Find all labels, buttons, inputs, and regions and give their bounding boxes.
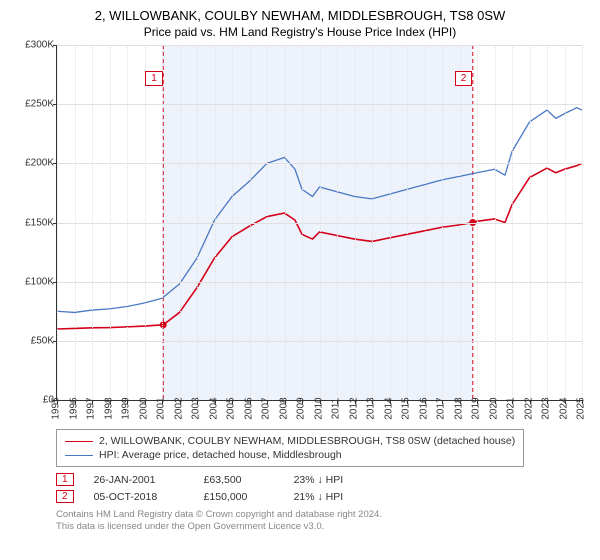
- gridline-v: [232, 45, 233, 400]
- gridline-v: [512, 45, 513, 400]
- x-tick-label: 2008: [278, 397, 289, 419]
- gridline-v: [425, 45, 426, 400]
- x-tick-label: 2005: [226, 397, 237, 419]
- gridline-v: [127, 45, 128, 400]
- y-tick-label: £50K: [31, 335, 54, 346]
- x-tick-label: 2000: [138, 397, 149, 419]
- legend-row-price-paid: 2, WILLOWBANK, COULBY NEWHAM, MIDDLESBRO…: [65, 434, 515, 448]
- gridline-v: [337, 45, 338, 400]
- x-tick-label: 2013: [366, 397, 377, 419]
- chart-subtitle: Price paid vs. HM Land Registry's House …: [12, 25, 588, 39]
- x-tick-label: 1996: [68, 397, 79, 419]
- gridline-v: [565, 45, 566, 400]
- x-tick-label: 2010: [313, 397, 324, 419]
- x-tick-label: 2006: [243, 397, 254, 419]
- event-price: £150,000: [204, 491, 274, 503]
- gridline-v: [460, 45, 461, 400]
- x-tick-label: 2020: [488, 397, 499, 419]
- x-tick-label: 2017: [436, 397, 447, 419]
- chart-title-address: 2, WILLOWBANK, COULBY NEWHAM, MIDDLESBRO…: [12, 8, 588, 23]
- x-tick-label: 2002: [173, 397, 184, 419]
- x-tick-label: 2016: [418, 397, 429, 419]
- x-tick-label: 1999: [121, 397, 132, 419]
- y-tick-label: £150K: [25, 217, 54, 228]
- gridline-v: [495, 45, 496, 400]
- gridline-v: [547, 45, 548, 400]
- gridline-v: [145, 45, 146, 400]
- plot-inner: 12: [56, 45, 582, 401]
- event-row: 2 05-OCT-2018 £150,000 21% ↓ HPI: [56, 488, 588, 505]
- legend-swatch: [65, 441, 93, 442]
- sale-dot: [160, 321, 167, 328]
- x-tick-label: 2003: [191, 397, 202, 419]
- gridline-v: [267, 45, 268, 400]
- y-tick-label: £200K: [25, 158, 54, 169]
- event-price: £63,500: [204, 474, 274, 486]
- y-tick-label: £250K: [25, 99, 54, 110]
- x-tick-label: 2009: [296, 397, 307, 419]
- legend-label: HPI: Average price, detached house, Midd…: [99, 449, 342, 461]
- gridline-v: [407, 45, 408, 400]
- sales-event-table: 1 26-JAN-2001 £63,500 23% ↓ HPI 2 05-OCT-2018…: [56, 471, 588, 505]
- event-delta: 23% ↓ HPI: [294, 474, 374, 486]
- event-row: 1 26-JAN-2001 £63,500 23% ↓ HPI: [56, 471, 588, 488]
- plot-area: 12 £0£50K£100K£150K£200K£250K£300K199519…: [12, 45, 588, 423]
- x-tick-label: 2004: [208, 397, 219, 419]
- footnote-line1: Contains HM Land Registry data © Crown c…: [56, 509, 588, 521]
- legend-row-hpi: HPI: Average price, detached house, Midd…: [65, 448, 515, 462]
- event-date: 05-OCT-2018: [94, 491, 184, 503]
- x-tick-label: 2022: [523, 397, 534, 419]
- x-tick-label: 2023: [541, 397, 552, 419]
- title-block: 2, WILLOWBANK, COULBY NEWHAM, MIDDLESBRO…: [12, 8, 588, 39]
- x-tick-label: 1997: [86, 397, 97, 419]
- gridline-v: [57, 45, 58, 400]
- x-tick-label: 2012: [348, 397, 359, 419]
- event-id-box: 2: [56, 490, 74, 503]
- x-tick-label: 2021: [506, 397, 517, 419]
- event-marker-label: 2: [455, 71, 473, 86]
- x-tick-label: 2018: [453, 397, 464, 419]
- event-id-box: 1: [56, 473, 74, 486]
- event-marker-label: 1: [145, 71, 163, 86]
- legend-swatch: [65, 455, 93, 456]
- x-tick-label: 2011: [331, 398, 342, 420]
- x-tick-label: 1998: [103, 397, 114, 419]
- x-tick-label: 2025: [576, 397, 587, 419]
- gridline-v: [372, 45, 373, 400]
- gridline-v: [355, 45, 356, 400]
- gridline-v: [302, 45, 303, 400]
- legend-box: 2, WILLOWBANK, COULBY NEWHAM, MIDDLESBRO…: [56, 429, 524, 467]
- gridline-v: [215, 45, 216, 400]
- event-delta: 21% ↓ HPI: [294, 491, 374, 503]
- gridline-v: [285, 45, 286, 400]
- footnote: Contains HM Land Registry data © Crown c…: [56, 509, 588, 534]
- x-tick-label: 2014: [383, 397, 394, 419]
- x-tick-label: 2019: [471, 397, 482, 419]
- gridline-v: [250, 45, 251, 400]
- gridline-v: [477, 45, 478, 400]
- gridline-v: [582, 45, 583, 400]
- gridline-v: [442, 45, 443, 400]
- legend-label: 2, WILLOWBANK, COULBY NEWHAM, MIDDLESBRO…: [99, 435, 515, 447]
- event-date: 26-JAN-2001: [94, 474, 184, 486]
- chart-container: 2, WILLOWBANK, COULBY NEWHAM, MIDDLESBRO…: [0, 0, 600, 560]
- y-tick-label: £300K: [25, 40, 54, 51]
- gridline-v: [75, 45, 76, 400]
- x-tick-label: 2007: [261, 397, 272, 419]
- x-tick-label: 2001: [156, 397, 167, 419]
- x-tick-label: 2024: [558, 397, 569, 419]
- x-tick-label: 1995: [51, 397, 62, 419]
- gridline-v: [92, 45, 93, 400]
- gridline-v: [390, 45, 391, 400]
- y-tick-label: £100K: [25, 276, 54, 287]
- x-tick-label: 2015: [401, 397, 412, 419]
- gridline-v: [197, 45, 198, 400]
- gridline-v: [180, 45, 181, 400]
- gridline-v: [162, 45, 163, 400]
- gridline-v: [110, 45, 111, 400]
- gridline-v: [320, 45, 321, 400]
- gridline-v: [530, 45, 531, 400]
- footnote-line2: This data is licensed under the Open Gov…: [56, 521, 588, 533]
